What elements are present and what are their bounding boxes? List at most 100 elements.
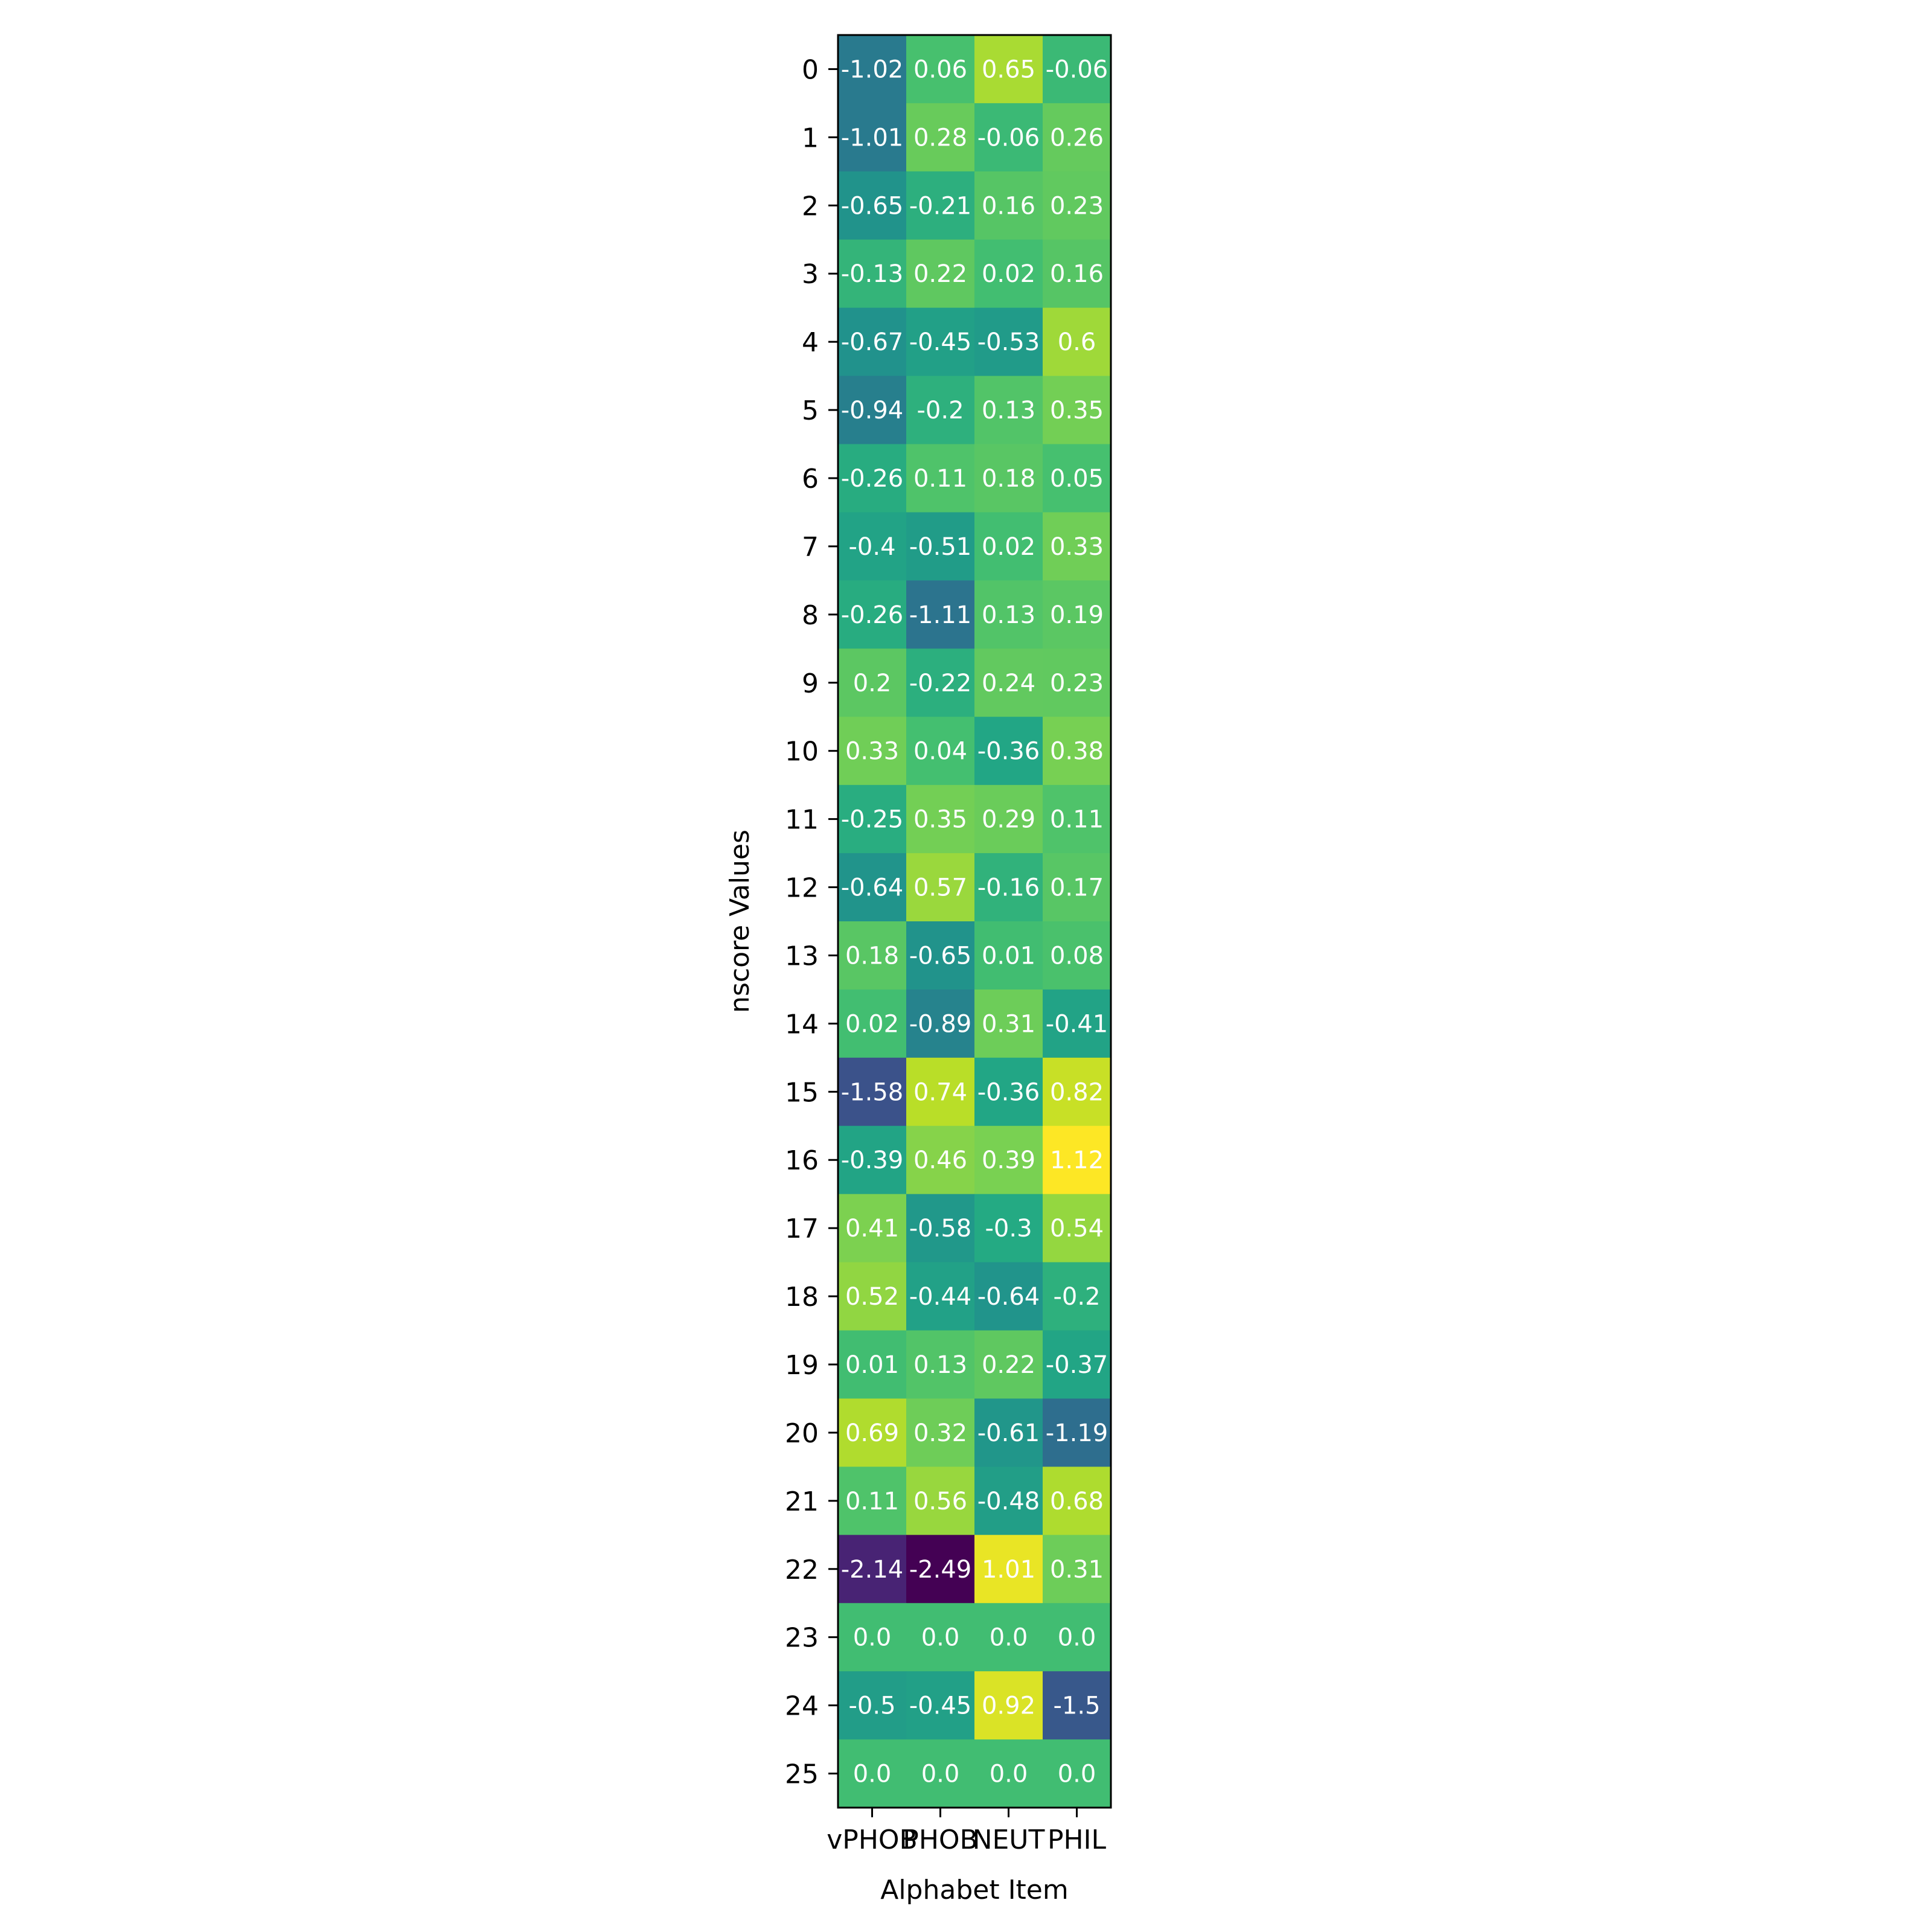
heatmap-cell-r2-c1 — [906, 171, 975, 240]
cell-value-label: -0.44 — [909, 1283, 972, 1311]
heatmap-cell-r21-c1 — [906, 1467, 975, 1535]
cell-value-label: 0.13 — [982, 397, 1035, 424]
cell-value-label: -0.16 — [977, 874, 1040, 902]
cell-value-label: 0.02 — [982, 260, 1035, 288]
heatmap-cell-r16-c0 — [838, 1125, 907, 1195]
cell-value-label: 0.31 — [1050, 1556, 1104, 1584]
cell-value-label: -0.67 — [841, 328, 904, 356]
heatmap-cell-r3-c2 — [974, 239, 1043, 309]
cell-value-label: 0.56 — [913, 1488, 967, 1515]
heatmap-cell-r23-c3 — [1043, 1603, 1112, 1672]
heatmap-cell-r8-c0 — [838, 580, 907, 649]
heatmap-cell-r5-c1 — [906, 376, 975, 445]
heatmap-cell-r18-c1 — [906, 1262, 975, 1331]
cell-value-label: -1.58 — [841, 1078, 904, 1106]
cell-value-label: 0.22 — [913, 260, 967, 288]
cell-value-label: 0.17 — [1050, 874, 1104, 902]
heatmap-cell-r22-c1 — [906, 1535, 975, 1604]
y-axis-label: nscore Values — [724, 830, 755, 1013]
heatmap-cell-r10-c3 — [1043, 717, 1112, 785]
cell-value-label: 0.2 — [853, 670, 892, 697]
heatmap-cell-r14-c2 — [974, 989, 1043, 1058]
heatmap-cell-r17-c1 — [906, 1194, 975, 1263]
cell-value-label: 0.0 — [921, 1761, 960, 1788]
cell-value-label: -0.36 — [977, 1078, 1040, 1106]
heatmap-cell-r14-c0 — [838, 989, 907, 1058]
y-axis-ticks: 0123456789101112131415161718192021222324… — [785, 54, 838, 1790]
heatmap-cell-r23-c1 — [906, 1603, 975, 1672]
heatmap-cell-r7-c2 — [974, 512, 1043, 581]
cell-value-label: 0.28 — [913, 124, 967, 152]
y-tick-label: 8 — [802, 600, 819, 631]
cell-value-label: 0.38 — [1050, 738, 1104, 766]
x-axis-label: Alphabet Item — [880, 1875, 1069, 1905]
cell-value-label: -0.26 — [841, 601, 904, 629]
heatmap-cell-r25-c3 — [1043, 1739, 1112, 1808]
y-tick-label: 14 — [785, 1009, 819, 1040]
heatmap-cell-r17-c2 — [974, 1194, 1043, 1263]
heatmap-cell-r18-c0 — [838, 1262, 907, 1331]
y-tick-label: 16 — [785, 1145, 819, 1176]
heatmap-cell-r20-c3 — [1043, 1398, 1112, 1467]
heatmap-cell-r23-c0 — [838, 1603, 907, 1672]
heatmap-cell-r4-c2 — [974, 307, 1043, 377]
y-tick-label: 7 — [802, 532, 819, 563]
cell-value-label: 0.0 — [990, 1761, 1028, 1788]
cell-value-label: 0.33 — [1050, 533, 1104, 561]
cell-value-label: -0.06 — [977, 124, 1040, 152]
heatmap-cell-r18-c2 — [974, 1262, 1043, 1331]
cell-value-label: -0.65 — [841, 192, 904, 220]
cell-value-label: -0.48 — [977, 1488, 1040, 1515]
cell-value-label: 0.0 — [853, 1761, 892, 1788]
heatmap-cell-r12-c0 — [838, 853, 907, 922]
plot-frame — [837, 34, 1112, 1809]
cell-value-label: 0.46 — [913, 1147, 967, 1174]
y-tick-label: 13 — [785, 941, 819, 971]
heatmap-cell-r2-c0 — [838, 171, 907, 240]
y-tick-label: 10 — [785, 737, 819, 767]
y-tick-label: 3 — [802, 259, 819, 290]
heatmap-cell-r12-c3 — [1043, 853, 1112, 922]
cell-value-label: -0.45 — [909, 328, 972, 356]
cell-value-label: -0.41 — [1046, 1010, 1108, 1038]
heatmap-cell-r16-c3 — [1043, 1125, 1112, 1195]
cell-value-label: -1.19 — [1046, 1419, 1108, 1447]
heatmap-cell-r21-c2 — [974, 1467, 1043, 1535]
heatmap-cell-r21-c0 — [838, 1467, 907, 1535]
heatmap-cell-r2-c3 — [1043, 171, 1112, 240]
heatmap-cell-r22-c0 — [838, 1535, 907, 1604]
heatmap-cell-r24-c1 — [906, 1671, 975, 1740]
y-tick-label: 22 — [785, 1555, 819, 1585]
heatmap-cell-r6-c2 — [974, 444, 1043, 513]
cell-value-label: 0.11 — [1050, 806, 1104, 834]
heatmap-cell-r17-c0 — [838, 1194, 907, 1263]
cell-value-label: 0.23 — [1050, 192, 1104, 220]
y-tick-label: 5 — [802, 395, 819, 426]
heatmap-cell-r13-c2 — [974, 921, 1043, 990]
cell-value-label: 0.16 — [1050, 260, 1104, 288]
cell-value-label: 0.32 — [913, 1419, 967, 1447]
heatmap-cell-r19-c0 — [838, 1330, 907, 1399]
heatmap-cells — [838, 35, 1112, 1808]
y-tick-label: 0 — [802, 54, 819, 85]
cell-value-label: -0.51 — [909, 533, 972, 561]
heatmap-cell-r0-c3 — [1043, 35, 1112, 104]
heatmap-cell-r3-c1 — [906, 239, 975, 309]
heatmap-cell-r2-c2 — [974, 171, 1043, 240]
cell-value-label: -1.02 — [841, 56, 904, 83]
cell-value-label: 0.02 — [845, 1010, 899, 1038]
cell-value-label: -0.3 — [985, 1215, 1032, 1243]
heatmap-cell-r1-c2 — [974, 103, 1043, 172]
heatmap-cell-r12-c1 — [906, 853, 975, 922]
heatmap-cell-r0-c1 — [906, 35, 975, 104]
cell-value-label: -0.13 — [841, 260, 904, 288]
heatmap-cell-r6-c1 — [906, 444, 975, 513]
cell-value-label: -0.64 — [841, 874, 904, 902]
heatmap-cell-r7-c3 — [1043, 512, 1112, 581]
cell-value-label: -0.94 — [841, 397, 904, 424]
heatmap-cell-r13-c3 — [1043, 921, 1112, 990]
cell-value-label: 0.68 — [1050, 1488, 1104, 1515]
cell-value-label: -0.37 — [1046, 1351, 1108, 1379]
cell-value-label: 0.18 — [982, 465, 1035, 493]
cell-value-label: 0.11 — [845, 1488, 899, 1515]
